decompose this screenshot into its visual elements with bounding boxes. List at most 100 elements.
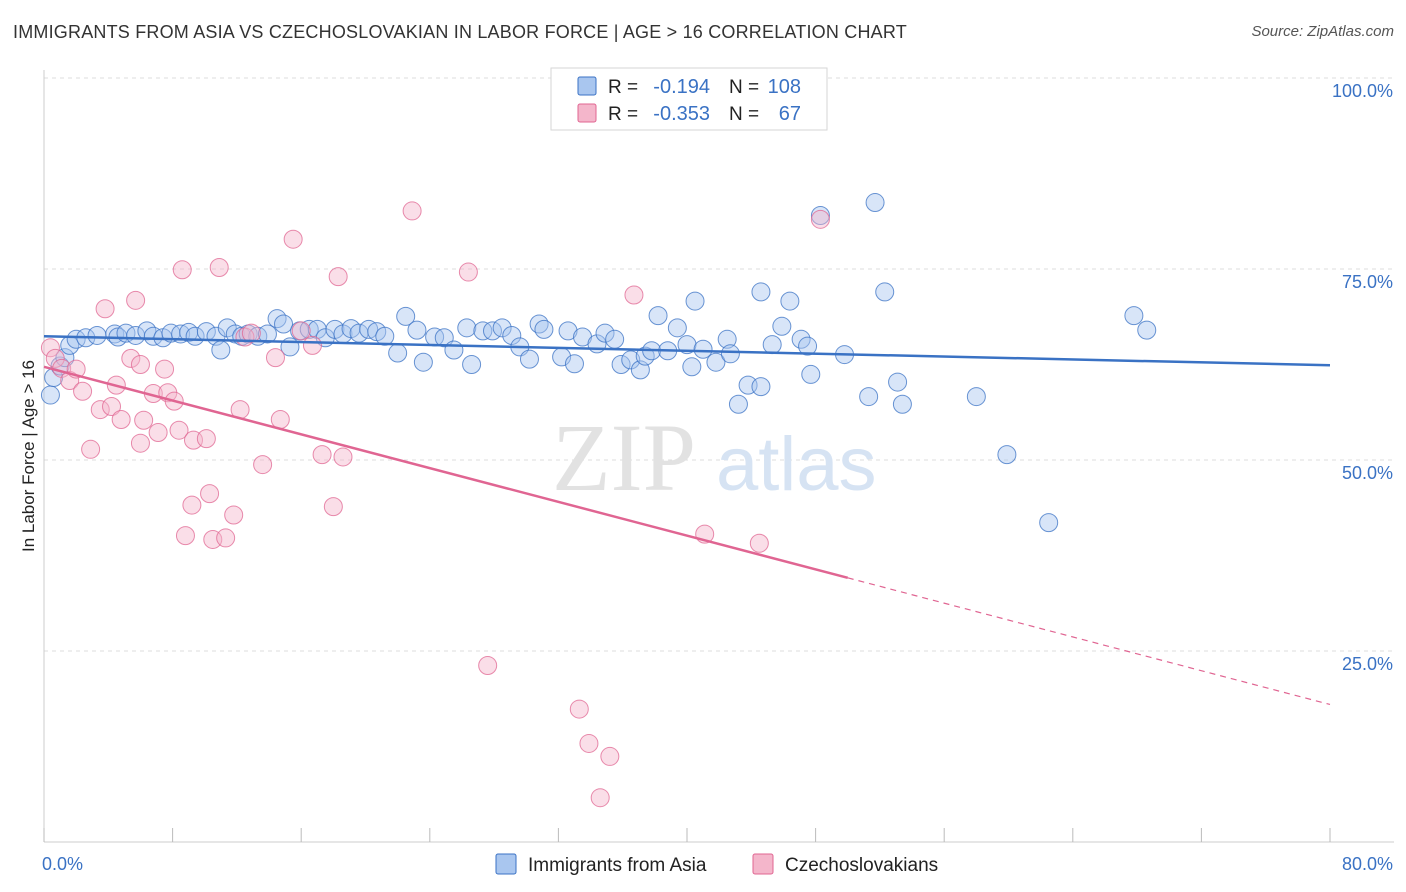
czech-point (95, 299, 115, 319)
asia-point (801, 364, 821, 384)
y-tick-labels: 100.0% 75.0% 50.0% 25.0% (1332, 81, 1393, 674)
asia-point (359, 319, 379, 339)
asia-point (728, 394, 748, 414)
czech-point (81, 439, 101, 459)
y-tick-label: 50.0% (1342, 463, 1393, 483)
legend-box: R = -0.194 N = 108 R = -0.353 N = 67 (550, 67, 828, 131)
legend-r-value-2: -0.353 (653, 103, 710, 125)
asia-point (375, 326, 395, 346)
series-legend-swatch-czech (752, 853, 774, 875)
czech-point (155, 359, 175, 379)
asia-point (875, 282, 895, 302)
czech-point (402, 201, 422, 221)
czech-point (241, 323, 261, 343)
czech-point (45, 348, 65, 368)
asia-point (717, 329, 737, 349)
czech-point (134, 410, 154, 430)
asia-point (706, 352, 726, 372)
asia-point (55, 348, 75, 368)
asia-point (595, 323, 615, 343)
asia-point (611, 355, 631, 374)
czech-point (126, 290, 146, 310)
asia-point (457, 318, 477, 338)
asia-point (693, 339, 713, 359)
watermark: ZIP atlas (552, 404, 877, 511)
asia-point (635, 346, 655, 366)
x-tick-label: 0.0% (42, 854, 83, 874)
czech-point (90, 400, 110, 420)
asia-point (859, 387, 879, 407)
asia-point (473, 321, 493, 341)
czech-point (175, 526, 195, 546)
czech-point (60, 371, 80, 391)
asia-point (534, 319, 554, 339)
czech-point (73, 381, 93, 401)
czech-point (590, 788, 610, 808)
asia-point (865, 193, 885, 213)
asia-point (267, 309, 287, 329)
legend-r-value-1: -0.194 (653, 76, 710, 98)
asia-point (798, 336, 818, 356)
czech-point (182, 495, 202, 515)
asia-point (137, 321, 157, 341)
asia-point (605, 329, 625, 349)
asia-point (997, 445, 1017, 465)
y-tick-label: 25.0% (1342, 654, 1393, 674)
asia-point (762, 335, 782, 355)
asia-point (667, 318, 687, 338)
asia-point (87, 325, 107, 345)
series-legend-label-asia: Immigrants from Asia (528, 855, 707, 876)
czech-point (302, 335, 322, 355)
asia-point (299, 319, 319, 339)
asia-point (519, 349, 539, 369)
asia-point (502, 325, 522, 345)
asia-point (211, 340, 231, 360)
asia-point (648, 306, 668, 326)
czech-point (270, 410, 290, 430)
trend-lines (43, 334, 1331, 706)
asia-point (66, 329, 86, 349)
series-legend-swatch-asia (495, 853, 517, 875)
asia-point (751, 282, 771, 302)
czech-point (323, 497, 343, 517)
asia-point (685, 291, 705, 311)
asia-point (621, 350, 641, 370)
czech-point (40, 338, 60, 358)
chart-source: Source: ZipAtlas.com (1251, 23, 1394, 40)
czech-point (579, 733, 599, 753)
legend-n-label-1: N = (729, 77, 759, 98)
asia-point (1124, 306, 1144, 326)
y-tick-label: 75.0% (1342, 272, 1393, 292)
x-tick-labels: 0.0% 80.0% (42, 828, 1393, 874)
x-tick-label: 80.0% (1342, 854, 1393, 874)
legend-n-value-2: 67 (779, 103, 801, 125)
czech-point (749, 533, 769, 553)
czech-point (121, 348, 141, 368)
czech-point (624, 285, 644, 305)
asia-point (892, 394, 912, 414)
asia-point (888, 372, 908, 392)
axes (43, 70, 1394, 843)
watermark-atlas: atlas (716, 422, 877, 507)
legend-r-label-2: R = (608, 104, 638, 125)
asia-point (966, 387, 986, 407)
legend-n-value-1: 108 (768, 76, 801, 98)
czech-point (130, 433, 150, 453)
asia-point (1039, 513, 1059, 533)
legend-swatch-pink (577, 103, 597, 123)
czech-point (216, 528, 236, 548)
asia-point (388, 343, 408, 363)
asia-point (1137, 320, 1157, 340)
czech-point (600, 746, 620, 766)
czech-point (478, 656, 498, 676)
asia-point (462, 355, 482, 374)
czech-point (209, 257, 229, 277)
czech-point (102, 397, 122, 417)
asia-point (444, 340, 464, 360)
czech-point (291, 321, 311, 341)
asia-point (407, 320, 427, 340)
czech-point (569, 699, 589, 719)
asia-point (772, 316, 792, 336)
asia-point (780, 291, 800, 311)
